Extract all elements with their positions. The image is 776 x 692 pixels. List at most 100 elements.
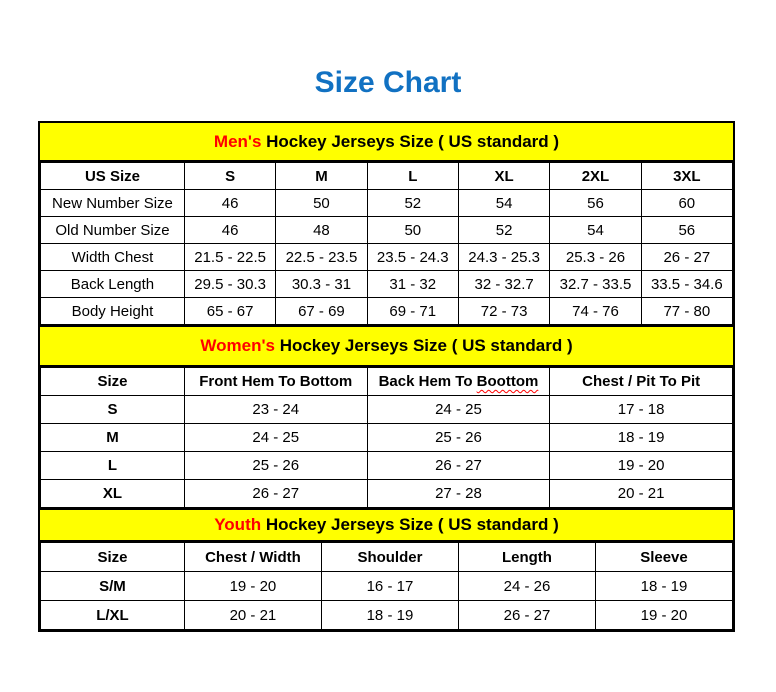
row-label: M (40, 422, 185, 452)
table-row: S 23 - 24 24 - 25 17 - 18 (40, 394, 733, 424)
value-cell: 20 - 21 (549, 478, 733, 508)
value-cell: 26 - 27 (640, 243, 734, 272)
misspelled-word: Boottom (476, 372, 539, 390)
table-row: Width Chest 21.5 - 22.5 22.5 - 23.5 23.5 - … (40, 243, 734, 272)
header-row: Size Front Hem To Bottom Back Hem To Boott… (40, 366, 733, 396)
column-header: Length (457, 542, 596, 573)
row-label: Width Chest (40, 243, 185, 272)
column-header: Sleeve (594, 542, 734, 573)
value-cell: 18 - 19 (549, 422, 733, 452)
table-row: L 25 - 26 26 - 27 19 - 20 (40, 450, 733, 480)
value-cell: 19 - 20 (549, 450, 733, 480)
row-label: New Number Size (40, 189, 185, 218)
table-row: M 24 - 25 25 - 26 18 - 19 (40, 422, 733, 452)
value-cell: 30.3 - 31 (275, 270, 368, 299)
row-label: Back Length (40, 270, 185, 299)
header-row: Size Chest / Width Shoulder Length Sleeve (40, 542, 734, 573)
section-header-rest: Hockey Jerseys Size ( US standard ) (274, 336, 573, 356)
table-row: Old Number Size 46 48 50 52 54 56 (40, 216, 734, 245)
column-header: Size (40, 542, 185, 573)
value-cell: 77 - 80 (640, 297, 734, 326)
column-header: 2XL (549, 162, 642, 191)
value-cell: 25.3 - 26 (549, 243, 642, 272)
value-cell: 67 - 69 (275, 297, 368, 326)
value-cell: 65 - 67 (183, 297, 277, 326)
table-row: L/XL 20 - 21 18 - 19 26 - 27 19 - 20 (40, 600, 734, 631)
value-cell: 26 - 27 (366, 450, 551, 480)
value-cell: 50 (275, 189, 368, 218)
value-cell: 54 (549, 216, 642, 245)
mens-size-table: US Size S M L XL 2XL 3XL New Number Size 46 50 52 5… (40, 162, 734, 326)
table-row: New Number Size 46 50 52 54 56 60 (40, 189, 734, 218)
header-row: US Size S M L XL 2XL 3XL (40, 162, 734, 191)
value-cell: 27 - 28 (366, 478, 551, 508)
section-header-womens: Women's Hockey Jerseys Size ( US standar… (40, 325, 733, 367)
row-label: Body Height (40, 297, 185, 326)
column-header: Chest / Pit To Pit (549, 366, 733, 396)
value-cell: 26 - 27 (457, 600, 596, 631)
table-row: Body Height 65 - 67 67 - 69 69 - 71 72 - 73 7… (40, 297, 734, 326)
value-cell: 24 - 25 (366, 394, 551, 424)
table-row: Back Length 29.5 - 30.3 30.3 - 31 31 - 32 32… (40, 270, 734, 299)
value-cell: 60 (640, 189, 734, 218)
value-cell: 72 - 73 (457, 297, 551, 326)
column-header: L (366, 162, 459, 191)
youth-size-table: Size Chest / Width Shoulder Length Sleeve S/M… (40, 542, 734, 631)
womens-size-table: Size Front Hem To Bottom Back Hem To Boott… (40, 366, 733, 508)
table-row: S/M 19 - 20 16 - 17 24 - 26 18 - 19 (40, 571, 734, 602)
value-cell: 23.5 - 24.3 (366, 243, 459, 272)
page-title: Size Chart (314, 66, 462, 99)
row-label: S (40, 394, 185, 424)
section-header-accent: Men's (213, 132, 262, 151)
value-cell: 20 - 21 (183, 600, 322, 631)
value-cell: 23 - 24 (183, 394, 368, 424)
column-header: US Size (40, 162, 185, 191)
column-header: M (275, 162, 368, 191)
value-cell: 26 - 27 (183, 478, 368, 508)
column-header: Front Hem To Bottom (183, 366, 368, 396)
column-header: Back Hem To Boottom (366, 366, 551, 396)
value-cell: 74 - 76 (549, 297, 642, 326)
value-cell: 54 (457, 189, 551, 218)
value-cell: 50 (366, 216, 459, 245)
row-label: XL (40, 478, 185, 508)
value-cell: 19 - 20 (594, 600, 734, 631)
column-header: S (183, 162, 277, 191)
value-cell: 17 - 18 (549, 394, 733, 424)
row-label: L (40, 450, 185, 480)
size-chart: Men's Hockey Jerseys Size ( US standard … (38, 121, 735, 633)
column-header: Size (40, 366, 185, 396)
value-cell: 25 - 26 (183, 450, 368, 480)
value-cell: 52 (457, 216, 551, 245)
value-cell: 16 - 17 (320, 571, 459, 602)
value-cell: 46 (183, 189, 277, 218)
section-header-mens: Men's Hockey Jerseys Size ( US standard … (40, 123, 733, 163)
value-cell: 32 - 32.7 (457, 270, 551, 299)
table-row: XL 26 - 27 27 - 28 20 - 21 (40, 478, 733, 508)
section-header-accent: Youth (214, 514, 262, 534)
value-cell: 56 (640, 216, 734, 245)
value-cell: 48 (275, 216, 368, 245)
row-label: L/XL (40, 600, 185, 631)
value-cell: 18 - 19 (594, 571, 734, 602)
value-cell: 52 (366, 189, 459, 218)
section-header-accent: Women's (200, 336, 275, 356)
value-cell: 69 - 71 (366, 297, 459, 326)
value-cell: 56 (549, 189, 642, 218)
value-cell: 24 - 25 (183, 422, 368, 452)
value-cell: 24.3 - 25.3 (457, 243, 551, 272)
column-header: Chest / Width (183, 542, 322, 573)
value-cell: 29.5 - 30.3 (183, 270, 277, 299)
value-cell: 21.5 - 22.5 (183, 243, 277, 272)
value-cell: 24 - 26 (457, 571, 596, 602)
value-cell: 25 - 26 (366, 422, 551, 452)
column-header: 3XL (640, 162, 734, 191)
column-header: Shoulder (320, 542, 459, 573)
row-label: S/M (40, 571, 185, 602)
value-cell: 22.5 - 23.5 (275, 243, 368, 272)
row-label: Old Number Size (40, 216, 185, 245)
section-header-youth: Youth Hockey Jerseys Size ( US standard … (40, 507, 733, 543)
section-header-rest: Hockey Jerseys Size ( US standard ) (261, 132, 560, 151)
value-cell: 18 - 19 (320, 600, 459, 631)
column-header: XL (457, 162, 551, 191)
